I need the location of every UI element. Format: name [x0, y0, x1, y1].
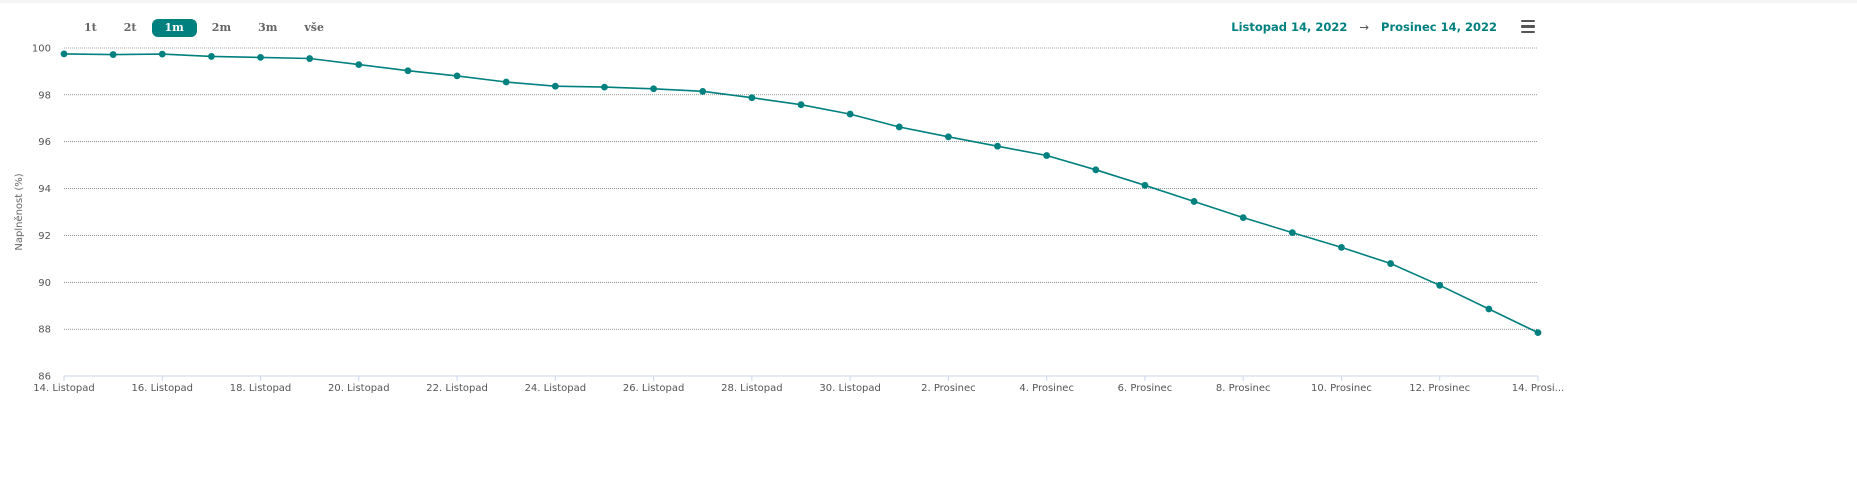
data-point[interactable] — [1141, 181, 1149, 189]
data-point[interactable] — [1190, 198, 1198, 205]
data-point[interactable] — [846, 110, 854, 118]
date-range-from[interactable]: Listopad 14, 2022 — [1231, 20, 1348, 34]
data-point[interactable] — [797, 101, 805, 109]
x-tick-label: 2. Prosinec — [921, 383, 976, 394]
data-point[interactable] — [60, 50, 68, 58]
x-tick-label: 14. Listopad — [33, 383, 95, 394]
data-point[interactable] — [699, 87, 707, 95]
x-tick-label: 28. Listopad — [721, 383, 783, 394]
y-tick-label: 98 — [38, 90, 51, 101]
y-tick-label: 92 — [38, 231, 51, 242]
data-point[interactable] — [1092, 166, 1100, 174]
range-button-3m[interactable]: 3m — [246, 19, 289, 37]
data-points — [60, 50, 1542, 337]
data-point[interactable] — [1338, 243, 1345, 251]
grid-lines — [64, 47, 1538, 330]
data-point[interactable] — [1387, 260, 1394, 267]
x-tick-label: 12. Prosinec — [1409, 383, 1470, 394]
range-button-1m[interactable]: 1m — [151, 19, 197, 37]
x-tick-label: 16. Listopad — [132, 383, 194, 394]
x-tick-label: 6. Prosinec — [1118, 383, 1173, 394]
x-tick-label: 18. Listopad — [230, 383, 292, 394]
data-point[interactable] — [306, 55, 314, 62]
data-point[interactable] — [355, 61, 363, 69]
data-point[interactable] — [650, 85, 657, 93]
data-point[interactable] — [208, 53, 215, 60]
x-tick-label: 30. Listopad — [819, 383, 881, 394]
data-point[interactable] — [748, 94, 756, 102]
x-axis-ticks: 14. Listopad 16. Listopad 18. Listopad 20. … — [33, 376, 1564, 394]
x-tick-label: 4. Prosinec — [1019, 383, 1074, 394]
data-point[interactable] — [502, 78, 510, 86]
series-line — [63, 53, 1539, 334]
range-button-1t[interactable]: 1t — [72, 19, 109, 37]
x-tick-label: 20. Listopad — [328, 383, 390, 394]
y-axis-ticks: 86 88 90 92 94 96 98 100 — [32, 44, 51, 383]
range-button-all[interactable]: vše — [292, 19, 336, 37]
data-point[interactable] — [1239, 214, 1247, 222]
hamburger-menu-icon[interactable] — [1519, 20, 1537, 36]
x-tick-label: 24. Listopad — [525, 383, 587, 394]
data-point[interactable] — [895, 123, 903, 131]
data-point[interactable] — [994, 142, 1001, 150]
y-tick-label: 86 — [38, 372, 51, 383]
x-tick-label: 8. Prosinec — [1216, 383, 1271, 394]
data-point[interactable] — [109, 51, 117, 58]
date-range-arrow: → — [1359, 20, 1370, 34]
y-axis-title: Naplněnost (%) — [13, 173, 25, 250]
x-tick-label: 22. Listopad — [426, 383, 488, 394]
data-point[interactable] — [551, 82, 559, 90]
y-tick-label: 100 — [32, 44, 51, 55]
y-tick-label: 96 — [38, 137, 51, 148]
data-point[interactable] — [257, 53, 264, 61]
data-point[interactable] — [1436, 281, 1444, 289]
data-point[interactable] — [945, 133, 952, 141]
data-point[interactable] — [1288, 229, 1296, 237]
data-point[interactable] — [158, 50, 166, 58]
y-tick-label: 94 — [38, 184, 51, 195]
series-line-path — [63, 53, 1539, 334]
x-tick-label: 10. Prosinec — [1311, 383, 1372, 394]
data-point[interactable] — [453, 72, 461, 80]
date-range-display: Listopad 14, 2022 → Prosinec 14, 2022 — [1231, 20, 1497, 34]
x-tick-label: 26. Listopad — [623, 383, 685, 394]
data-point[interactable] — [1043, 152, 1051, 159]
top-strip — [0, 0, 1857, 3]
data-point[interactable] — [601, 83, 608, 91]
data-point[interactable] — [1485, 305, 1493, 313]
range-button-2t[interactable]: 2t — [112, 19, 149, 37]
data-point[interactable] — [404, 67, 412, 75]
data-point[interactable] — [1534, 329, 1542, 337]
y-tick-label: 90 — [38, 278, 51, 289]
range-selector: 1t 2t 1m 2m 3m vše — [72, 18, 339, 38]
date-range-to[interactable]: Prosinec 14, 2022 — [1381, 20, 1497, 34]
y-tick-label: 88 — [38, 325, 51, 336]
range-button-2m[interactable]: 2m — [200, 19, 243, 37]
x-tick-label: 14. Prosi... — [1512, 383, 1564, 394]
